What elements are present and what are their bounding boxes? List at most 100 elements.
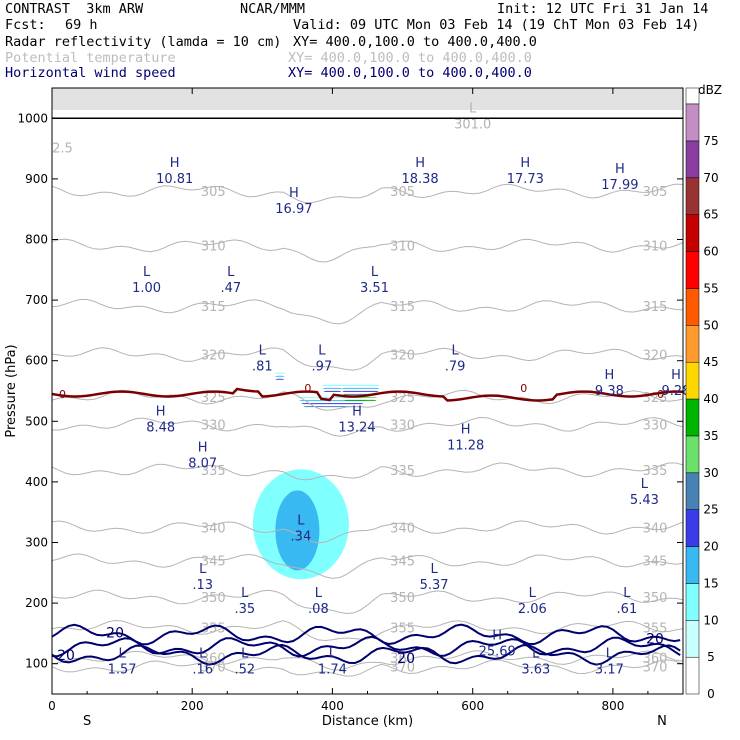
extremum-type-0: L [118,647,126,662]
theta-label-305-0: 305 [201,185,226,200]
field-wind: Horizontal wind speed [5,65,176,81]
theta-contour-370 [51,659,684,677]
y-tick-label-600: 600 [25,354,48,368]
extremum-type-16: H [461,423,471,438]
theta-label-335-1: 335 [390,464,415,479]
theta-label-350-2: 350 [643,591,668,606]
extremum-value-14: 5.43 [630,493,659,508]
extremum-value-13: .34 [291,529,312,544]
colorbar-swatch-40 [685,361,700,400]
colorbar-label-45: 45 [703,355,718,369]
extremum-value-8: .08 [308,602,329,617]
y-tick-label-400: 400 [25,475,48,489]
theta-contour-315 [51,299,684,325]
y-tick-label-700: 700 [25,293,48,307]
theta-label-310-0: 310 [201,240,226,255]
colorbar-label-40: 40 [703,392,718,406]
extremum-type-26: L [371,265,379,280]
reflectivity-cell-4-20 [342,390,379,392]
extremum-value-21: .81 [252,360,273,375]
extremum-value-3: 1.74 [318,663,347,678]
wind-contour-0 [51,643,681,666]
wind-contour-1 [51,635,681,658]
extremum-value-6: 25.69 [479,645,516,660]
colorbar-unit: dBZ [698,83,722,97]
freezing-level-line [51,387,684,402]
extremum-value-16: 11.28 [447,439,484,454]
extremum-type-12: L [430,562,438,577]
theta-label-320-1: 320 [390,349,415,364]
theta-label-370-2: 370 [643,661,668,676]
extremum-type-31: H [615,162,625,177]
extremum-value-10: .61 [617,602,638,617]
theta-label-360-2: 360 [643,652,668,667]
colorbar-swatch-30 [685,435,700,474]
fcst-value: 69 h [65,17,98,33]
experiment-title: CONTRAST 3km ARW [5,1,144,17]
wind-label-3: 20 [397,651,415,667]
extremum-type-7: L [241,586,249,601]
extremum-value-31: 17.99 [601,178,638,193]
extremum-type-24: L [143,265,151,280]
freezing-label-0: 0 [59,388,66,401]
organization-label: NCAR/MMM [240,1,306,17]
valid-time: Valid: 09 UTC Mon 03 Feb 14 (19 ChT Mon … [293,17,700,33]
field-reflectivity-xy: XY= 400.0,100.0 to 400.0,400.0 [293,34,537,50]
freezing-level: 0 0 0 0 [51,382,684,402]
theta-label-335-2: 335 [643,464,668,479]
extremum-type-21: L [259,344,267,359]
field-theta-xy: XY= 400.0,100.0 to 400.0,400.0 [288,50,532,66]
colorbar-swatch-75 [685,103,700,142]
theta-label-345-0: 345 [201,555,226,570]
theta-label-330-2: 330 [643,418,668,433]
reflectivity-layer [252,372,380,580]
field-reflectivity: Radar reflectivity (lamda = 10 cm) [5,34,282,50]
extremum-value-26: 3.51 [360,281,389,296]
reflectivity-anvil-core [275,490,320,571]
y-tick-label-300: 300 [25,536,48,550]
theta-label-350-0: 350 [201,591,226,606]
extremum-value-17: 13.24 [338,420,375,435]
wind-contours: 20 20 20 20 [51,623,681,667]
y-tick-label-200: 200 [25,596,48,610]
extremum-type-6: H [492,629,502,644]
theta-label-355-1: 355 [390,621,415,636]
colorbar-label-35: 35 [703,429,718,443]
y-tick-label-800: 800 [25,233,48,247]
theta-contour-305 [51,183,684,204]
colorbar-swatch-10 [685,583,700,621]
colorbar-label-15: 15 [703,576,718,590]
colorbar-swatch-35 [685,398,700,437]
theta-contour-320 [51,347,684,371]
theta-label-315-0: 315 [201,300,226,315]
freezing-label-2: 0 [520,382,527,395]
extremum-value-29: 18.38 [401,172,438,187]
extremum-value-9: 2.06 [518,602,547,617]
extremum-type-22: L [318,344,326,359]
colorbar-label-70: 70 [703,171,718,185]
x-tick-label-800: 800 [601,699,624,713]
theta-contour-330 [51,416,684,437]
extremum-type-20: H [671,368,681,383]
theta-contour-350 [51,589,684,615]
y-tick-label-500: 500 [25,414,48,428]
colorbar-swatch-50 [685,288,700,326]
reflectivity-cell-1-15 [275,375,285,377]
theta-label-320-2: 320 [643,349,668,364]
reflectivity-cell-3-20 [323,390,341,392]
theta-label-315-2: 315 [643,300,668,315]
reflectivity-cell-1-10 [274,372,286,374]
extremum-value-18: 8.48 [146,420,175,435]
field-theta: Potential temperature [5,50,176,66]
wind-label-0: 20 [57,648,75,664]
extremum-value-24: 1.00 [132,281,161,296]
freezing-label-1: 0 [304,382,311,395]
colorbar-swatch-15 [685,546,700,584]
theta-label-305-1: 305 [390,185,415,200]
reflectivity-cell-3-15 [322,387,342,389]
extremum-type-1: L [199,647,207,662]
x-end-label-south: S [83,714,91,729]
reflectivity-cell-3-10 [321,384,343,386]
extremum-type-2: L [241,647,249,662]
